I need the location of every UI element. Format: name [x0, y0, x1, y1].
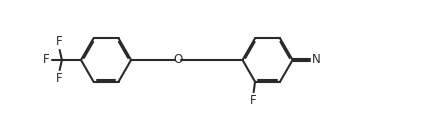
Text: N: N	[312, 54, 320, 66]
Text: F: F	[250, 94, 256, 107]
Text: O: O	[173, 54, 182, 66]
Text: F: F	[43, 54, 49, 66]
Text: F: F	[56, 35, 63, 48]
Text: F: F	[56, 72, 63, 85]
